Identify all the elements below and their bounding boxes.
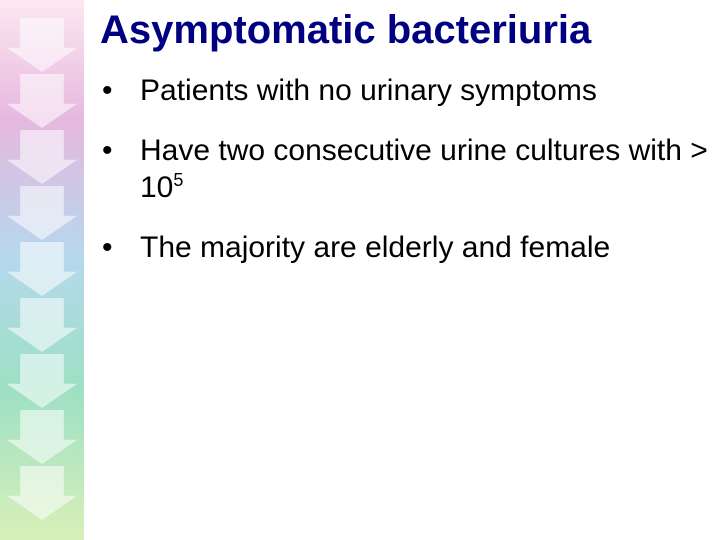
bullet-item: The majority are elderly and female [100,229,708,267]
bullet-item: Patients with no urinary symptoms [100,72,708,110]
superscript: 5 [173,170,183,190]
sidebar-gradient-arrows [0,0,84,540]
slide-content: Asymptomatic bacteriuria Patients with n… [100,8,708,288]
decorative-sidebar [0,0,84,540]
slide-title: Asymptomatic bacteriuria [100,8,708,52]
bullet-item: Have two consecutive urine cultures with… [100,132,708,207]
bullet-list: Patients with no urinary symptoms Have tw… [100,72,708,266]
